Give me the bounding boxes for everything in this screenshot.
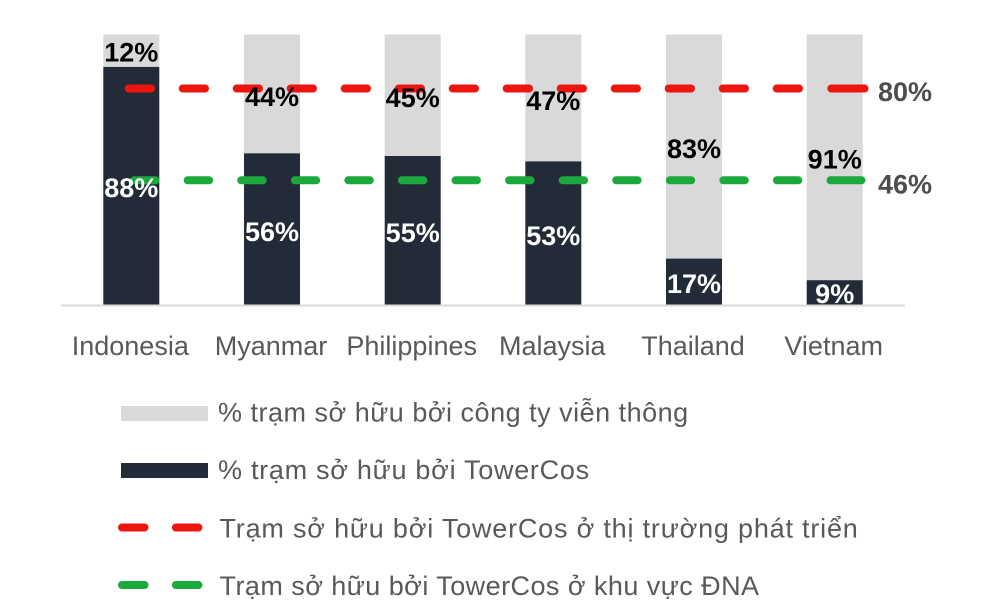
svg-text:9%: 9% bbox=[815, 279, 854, 309]
svg-text:53%: 53% bbox=[526, 221, 580, 251]
svg-text:45%: 45% bbox=[386, 83, 440, 113]
svg-text:91%: 91% bbox=[808, 145, 862, 175]
svg-text:Thailand: Thailand bbox=[641, 331, 745, 361]
svg-text:17%: 17% bbox=[667, 269, 721, 299]
svg-text:Vietnam: Vietnam bbox=[784, 331, 883, 361]
svg-text:47%: 47% bbox=[526, 86, 580, 116]
svg-text:Myanmar: Myanmar bbox=[215, 331, 328, 361]
svg-text:56%: 56% bbox=[245, 217, 299, 247]
svg-text:Trạm sở hữu bởi TowerCos ở khu: Trạm sở hữu bởi TowerCos ở khu vực ĐNA bbox=[220, 571, 760, 601]
svg-text:Trạm sở hữu bởi TowerCos ở thị: Trạm sở hữu bởi TowerCos ở thị trường ph… bbox=[220, 514, 859, 544]
svg-text:Malaysia: Malaysia bbox=[499, 331, 607, 361]
svg-text:Philippines: Philippines bbox=[346, 331, 477, 361]
svg-text:% trạm sở hữu bởi công ty viễn: % trạm sở hữu bởi công ty viễn thông bbox=[218, 396, 689, 427]
svg-text:Indonesia: Indonesia bbox=[72, 331, 190, 361]
svg-text:83%: 83% bbox=[667, 134, 721, 164]
svg-text:44%: 44% bbox=[245, 82, 299, 112]
svg-text:80%: 80% bbox=[878, 77, 932, 107]
svg-text:55%: 55% bbox=[386, 218, 440, 248]
svg-text:% trạm sở hữu bởi TowerCos: % trạm sở hữu bởi TowerCos bbox=[218, 455, 590, 485]
svg-text:12%: 12% bbox=[104, 38, 158, 68]
svg-text:46%: 46% bbox=[878, 170, 932, 200]
svg-text:88%: 88% bbox=[104, 173, 158, 203]
